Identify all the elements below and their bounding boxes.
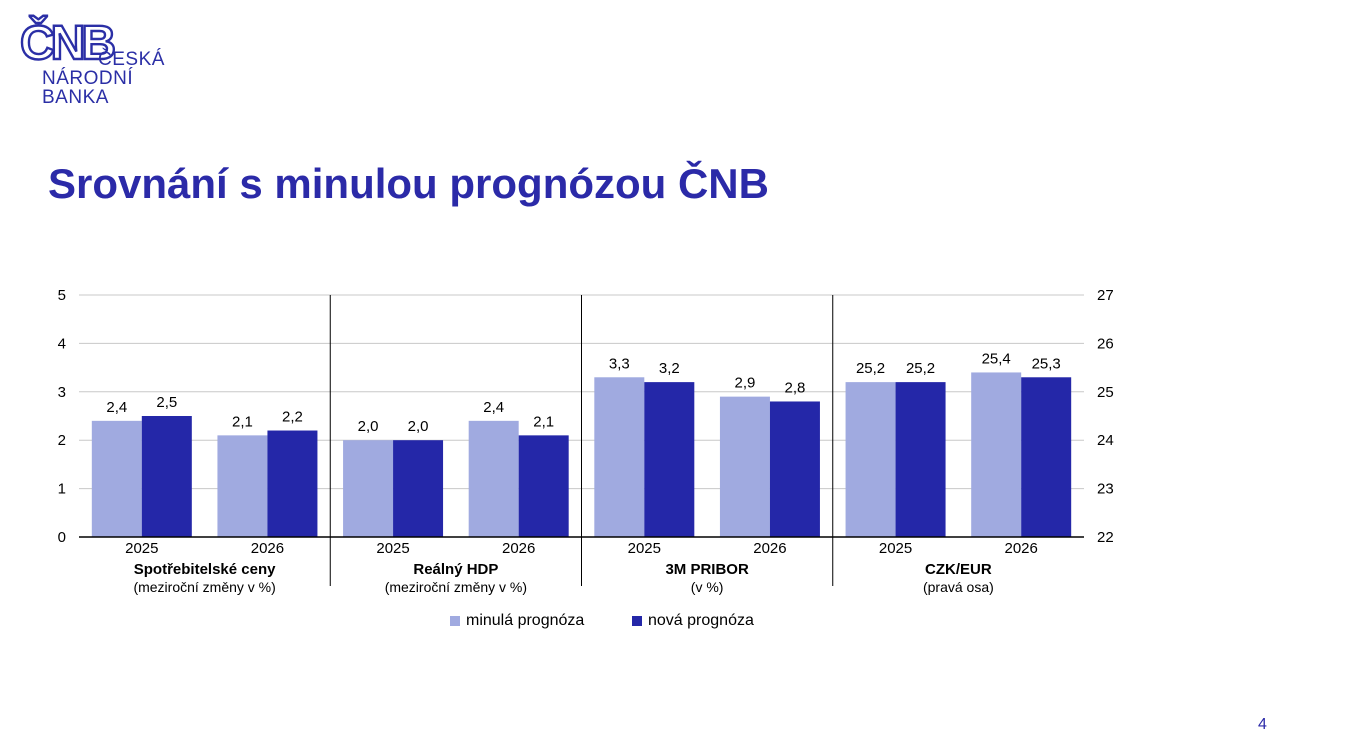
- data-label: 25,2: [856, 360, 885, 377]
- data-label: 2,4: [483, 399, 504, 416]
- x-tick-label: 2026: [251, 540, 284, 557]
- bar: [343, 440, 394, 537]
- data-label: 25,4: [982, 350, 1011, 367]
- y-right-tick-label: 26: [1097, 335, 1114, 352]
- chart-legend: minulá prognóza nová prognóza: [0, 612, 1348, 634]
- legend-label-new: nová prognóza: [648, 612, 754, 629]
- group-sublabel: (meziroční změny v %): [385, 579, 527, 595]
- group-sublabel: (pravá osa): [923, 579, 994, 595]
- bar: [769, 401, 820, 537]
- bar: [141, 416, 192, 537]
- x-tick-label: 2026: [753, 540, 786, 557]
- data-label: 2,5: [156, 394, 177, 411]
- logo-line-2: NÁRODNÍ: [42, 68, 134, 89]
- y-left-tick-label: 0: [58, 529, 66, 546]
- logo-line-3: BANKA: [42, 87, 109, 108]
- legend-label-previous: minulá prognóza: [466, 612, 585, 629]
- x-tick-label: 2025: [879, 540, 912, 557]
- bar: [518, 435, 569, 537]
- x-tick-label: 2025: [628, 540, 661, 557]
- y-left-tick-label: 3: [58, 384, 66, 401]
- bar: [644, 382, 695, 537]
- group-sublabel: (v %): [691, 579, 724, 595]
- cnb-logo: ČNB ČESKÁ NÁRODNÍ BANKA: [19, 16, 170, 112]
- x-tick-label: 2025: [125, 540, 158, 557]
- bar: [393, 440, 444, 537]
- bar: [468, 420, 519, 537]
- legend-item-previous: minulá prognóza: [450, 612, 584, 630]
- y-left-tick-label: 1: [58, 481, 66, 498]
- data-label: 2,1: [232, 413, 253, 430]
- y-left-tick-label: 4: [58, 335, 66, 352]
- page-title: Srovnání s minulou prognózou ČNB: [48, 160, 769, 207]
- data-label: 25,3: [1032, 355, 1061, 372]
- group-label: CZK/EUR: [925, 561, 992, 578]
- y-left-tick-label: 5: [58, 287, 66, 304]
- data-label: 2,1: [533, 413, 554, 430]
- legend-item-new: nová prognóza: [632, 612, 754, 630]
- y-right-tick-label: 23: [1097, 481, 1114, 498]
- y-right-tick-label: 22: [1097, 529, 1114, 546]
- bar: [895, 382, 946, 537]
- data-label: 3,2: [659, 360, 680, 377]
- y-right-tick-label: 27: [1097, 287, 1114, 304]
- group-label: 3M PRIBOR: [665, 561, 749, 578]
- x-tick-label: 2026: [1005, 540, 1038, 557]
- data-label: 3,3: [609, 355, 630, 372]
- data-label: 2,0: [358, 418, 379, 435]
- bar: [217, 435, 268, 537]
- legend-swatch-new: [632, 616, 642, 626]
- page-number: 4: [1258, 716, 1267, 733]
- group-label: Reálný HDP: [413, 561, 498, 578]
- y-right-tick-label: 25: [1097, 384, 1114, 401]
- y-left-tick-label: 2: [58, 432, 66, 449]
- group-sublabel: (meziroční změny v %): [133, 579, 275, 595]
- group-label: Spotřebitelské ceny: [134, 561, 276, 578]
- data-label: 2,9: [735, 375, 756, 392]
- x-tick-label: 2026: [502, 540, 535, 557]
- data-label: 25,2: [906, 360, 935, 377]
- bar: [267, 430, 318, 537]
- bar: [971, 372, 1022, 537]
- legend-swatch-previous: [450, 616, 460, 626]
- bar: [719, 396, 770, 537]
- logo-line-1: ČESKÁ: [98, 49, 165, 70]
- bar: [91, 420, 142, 537]
- logo-mark: ČNB: [19, 16, 117, 71]
- data-label: 2,0: [408, 418, 429, 435]
- data-label: 2,2: [282, 409, 303, 426]
- x-tick-label: 2025: [376, 540, 409, 557]
- data-label: 2,4: [106, 399, 127, 416]
- y-right-tick-label: 24: [1097, 432, 1114, 449]
- data-label: 2,8: [785, 379, 806, 396]
- bar: [845, 382, 896, 537]
- bar: [594, 377, 645, 537]
- bar: [1021, 377, 1072, 537]
